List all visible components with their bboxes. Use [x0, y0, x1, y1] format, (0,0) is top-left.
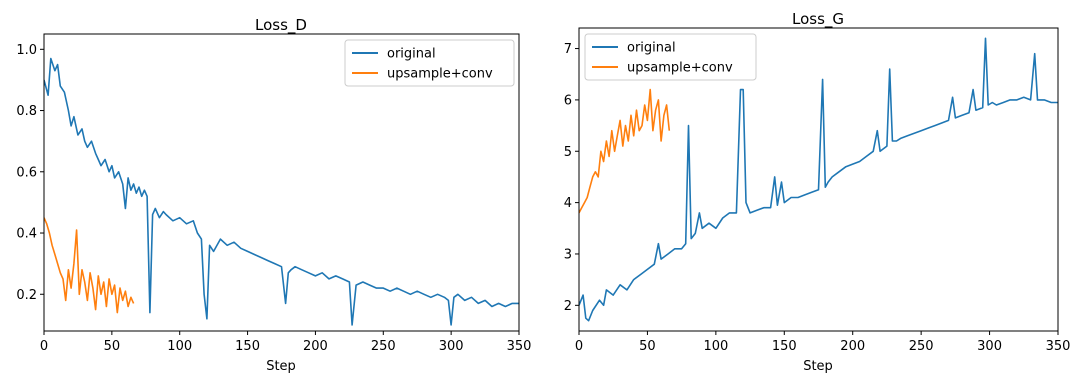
x-tick-label: 100	[703, 339, 728, 354]
x-tick-label: 300	[439, 339, 464, 354]
x-tick-label: 250	[371, 339, 396, 354]
x-tick-label: 200	[303, 339, 328, 354]
legend-label: original	[627, 41, 676, 56]
x-tick-label: 0	[40, 339, 48, 354]
y-tick-label: 0.6	[16, 165, 37, 180]
y-tick-label: 6	[564, 93, 572, 108]
y-tick-label: 7	[564, 42, 572, 57]
y-tick-label: 0.2	[16, 288, 37, 303]
x-axis-label: Step	[803, 359, 833, 374]
x-tick-label: 0	[575, 339, 583, 354]
series-line-upsample-conv	[44, 217, 135, 314]
chart-loss-g: Loss_G 0 50 100 150 200 250 300 350 2 3 4 5 6 7 origin…	[564, 10, 1071, 374]
series-line-original	[44, 57, 519, 326]
y-tick-label: 2	[564, 299, 572, 314]
y-tick-label: 4	[564, 196, 572, 211]
chart-title: Loss_D	[255, 16, 307, 35]
x-axis-label: Step	[266, 359, 296, 374]
axes-frame	[578, 27, 1059, 332]
plot-group: 0 50 100 150 200 250 300 350 0.2 0.4 0.6 0.8 1.0 orig…	[16, 33, 532, 354]
x-tick-label: 200	[840, 339, 865, 354]
x-tick-label: 350	[1046, 339, 1071, 354]
legend-box	[344, 39, 515, 87]
x-tick-label: 50	[104, 339, 121, 354]
x-tick-label: 100	[167, 339, 192, 354]
x-tick-label: 150	[772, 339, 797, 354]
y-tick-label: 5	[564, 145, 572, 160]
chart-loss-d: Loss_D 0 50 100 150 200 250 300 350 0.2 0.4 0.6 0.8…	[16, 16, 532, 374]
legend-label: upsample+conv	[387, 67, 493, 82]
x-tick-label: 150	[235, 339, 260, 354]
plot-group: 0 50 100 150 200 250 300 350 2 3 4 5 6 7 original upsam…	[564, 27, 1071, 354]
axes-frame	[43, 33, 520, 332]
x-tick-label: 300	[977, 339, 1002, 354]
x-tick-label: 50	[639, 339, 656, 354]
legend-label: upsample+conv	[627, 61, 733, 76]
y-tick-label: 0.4	[16, 227, 37, 242]
series-line-original	[579, 37, 1058, 322]
legend-box	[584, 33, 757, 81]
y-tick-label: 1.0	[16, 43, 37, 58]
legend-label: original	[387, 47, 436, 62]
y-tick-label: 3	[564, 247, 572, 262]
x-tick-label: 350	[507, 339, 532, 354]
x-tick-label: 250	[909, 339, 934, 354]
chart-title: Loss_G	[792, 10, 844, 29]
y-tick-label: 0.8	[16, 104, 37, 119]
series-line-upsample-conv	[579, 88, 671, 214]
